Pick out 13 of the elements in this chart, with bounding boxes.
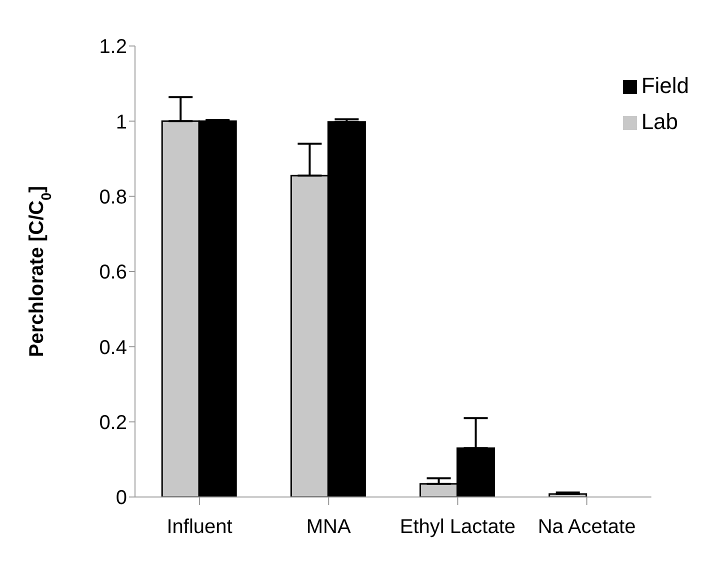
y-tick-label: 0.2 xyxy=(99,412,127,434)
y-tick-label: 0.4 xyxy=(99,336,127,359)
x-tick-label: MNA xyxy=(306,516,352,538)
legend-label: Lab xyxy=(641,109,678,134)
y-tick-label: 0 xyxy=(116,487,127,510)
y-tick-label: 0.8 xyxy=(99,186,127,208)
y-tick-label: 0.6 xyxy=(99,262,127,284)
x-tick-label: Ethyl Lactate xyxy=(400,516,516,538)
x-tick-label: Influent xyxy=(166,516,233,538)
x-tick-label: Na Acetate xyxy=(538,516,636,538)
legend-label: Field xyxy=(641,73,689,98)
y-tick-label: 1.2 xyxy=(99,36,127,58)
y-tick-label: 1 xyxy=(116,111,127,134)
